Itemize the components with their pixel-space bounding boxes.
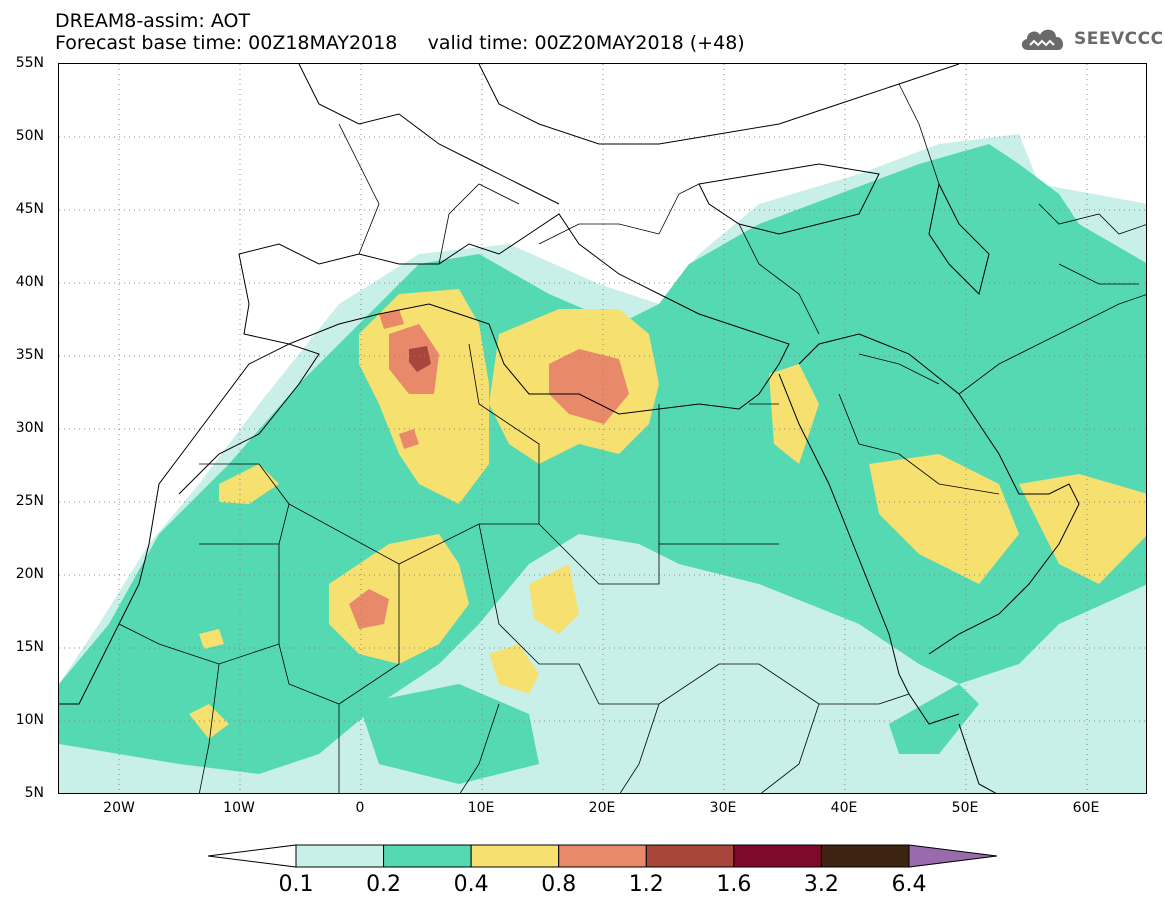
lat-label: 25N <box>15 493 44 509</box>
lon-label: 20E <box>588 800 616 816</box>
lat-label: 15N <box>15 639 44 655</box>
lat-label: 20N <box>15 566 44 582</box>
legend-label: 3.2 <box>803 872 839 897</box>
lat-label: 35N <box>15 347 44 363</box>
aot-map <box>58 63 1147 794</box>
cloud-icon <box>1021 29 1064 50</box>
lon-label: 20W <box>103 800 135 816</box>
seevccc-logo: SEEVCCC <box>1018 24 1164 54</box>
lon-label: 10E <box>467 800 495 816</box>
graticule <box>59 64 1146 793</box>
lat-label: 40N <box>15 274 44 290</box>
legend-swatch <box>295 844 385 868</box>
legend-label: 0.8 <box>541 872 577 897</box>
lon-label: 40E <box>830 800 858 816</box>
legend-label: 0.4 <box>453 872 489 897</box>
legend-swatches <box>207 844 998 868</box>
country-borders <box>118 83 1146 793</box>
legend-arrow-high <box>908 844 998 868</box>
lon-label: 30E <box>709 800 737 816</box>
lat-label: 55N <box>15 55 44 71</box>
legend-swatch <box>383 844 472 868</box>
legend-label: 0.1 <box>278 872 314 897</box>
aot-band-1.2-1.6 <box>409 346 431 372</box>
legend-swatch <box>645 844 735 868</box>
lon-label: 60E <box>1072 800 1100 816</box>
aot-field <box>59 64 1146 793</box>
lat-label: 45N <box>15 201 44 217</box>
lat-label: 50N <box>15 128 44 144</box>
legend-label: 1.2 <box>628 872 664 897</box>
lon-label: 50E <box>951 800 979 816</box>
legend-label: 6.4 <box>891 872 927 897</box>
lon-label: 0 <box>355 800 365 816</box>
legend-swatch <box>558 844 647 868</box>
map-title: DREAM8-assim: AOT <box>55 10 251 32</box>
legend-label: 0.2 <box>366 872 402 897</box>
coastlines <box>59 64 1080 793</box>
legend-swatch <box>733 844 822 868</box>
lon-label: 10W <box>223 800 255 816</box>
legend-swatch <box>470 844 560 868</box>
lat-label: 5N <box>24 785 44 801</box>
legend-label: 1.6 <box>716 872 752 897</box>
forecast-times: Forecast base time: 00Z18MAY2018 valid t… <box>55 32 745 54</box>
logo-text: SEEVCCC <box>1074 29 1164 49</box>
legend-swatch <box>820 844 910 868</box>
lat-label: 10N <box>15 712 44 728</box>
legend-arrow-low <box>207 844 297 868</box>
lat-label: 30N <box>15 420 44 436</box>
